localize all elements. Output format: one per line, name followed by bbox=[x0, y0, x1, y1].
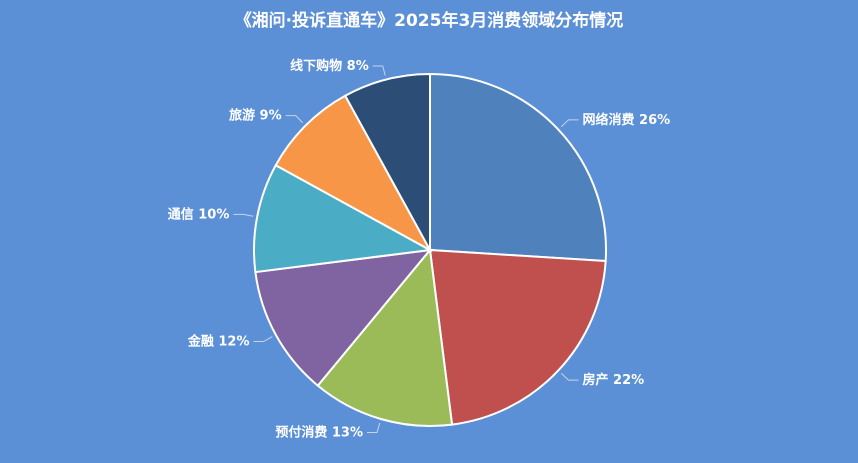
leader-line-7 bbox=[372, 65, 386, 76]
data-label-3: 预付消费 13% bbox=[275, 424, 363, 440]
leader-line-6 bbox=[285, 115, 304, 124]
data-label-5: 通信 10% bbox=[168, 206, 230, 222]
leader-line-3 bbox=[366, 422, 381, 433]
data-label-6: 旅游 9% bbox=[229, 108, 282, 124]
chart-title: 《湘问·投诉直通车》2025年3月消费领域分布情况 bbox=[234, 11, 624, 31]
leader-line-4 bbox=[253, 336, 273, 343]
leader-line-1 bbox=[560, 119, 579, 128]
pie-slice-2 bbox=[428, 248, 607, 426]
pie-slice-1 bbox=[429, 72, 607, 263]
data-label-4: 金融 12% bbox=[187, 334, 250, 350]
pie-slice-7 bbox=[343, 72, 431, 251]
leader-line-2 bbox=[560, 372, 579, 381]
pie-slice-4 bbox=[254, 248, 433, 388]
data-label-2: 房产 22% bbox=[583, 372, 645, 388]
data-label-7: 线下购物 8% bbox=[290, 58, 369, 74]
data-label-1: 网络消费 26% bbox=[583, 112, 671, 128]
leader-line-5 bbox=[233, 213, 254, 217]
pie-slice-5 bbox=[253, 163, 434, 274]
pie-slice-3 bbox=[316, 247, 454, 427]
pie-slice-6 bbox=[274, 94, 433, 253]
